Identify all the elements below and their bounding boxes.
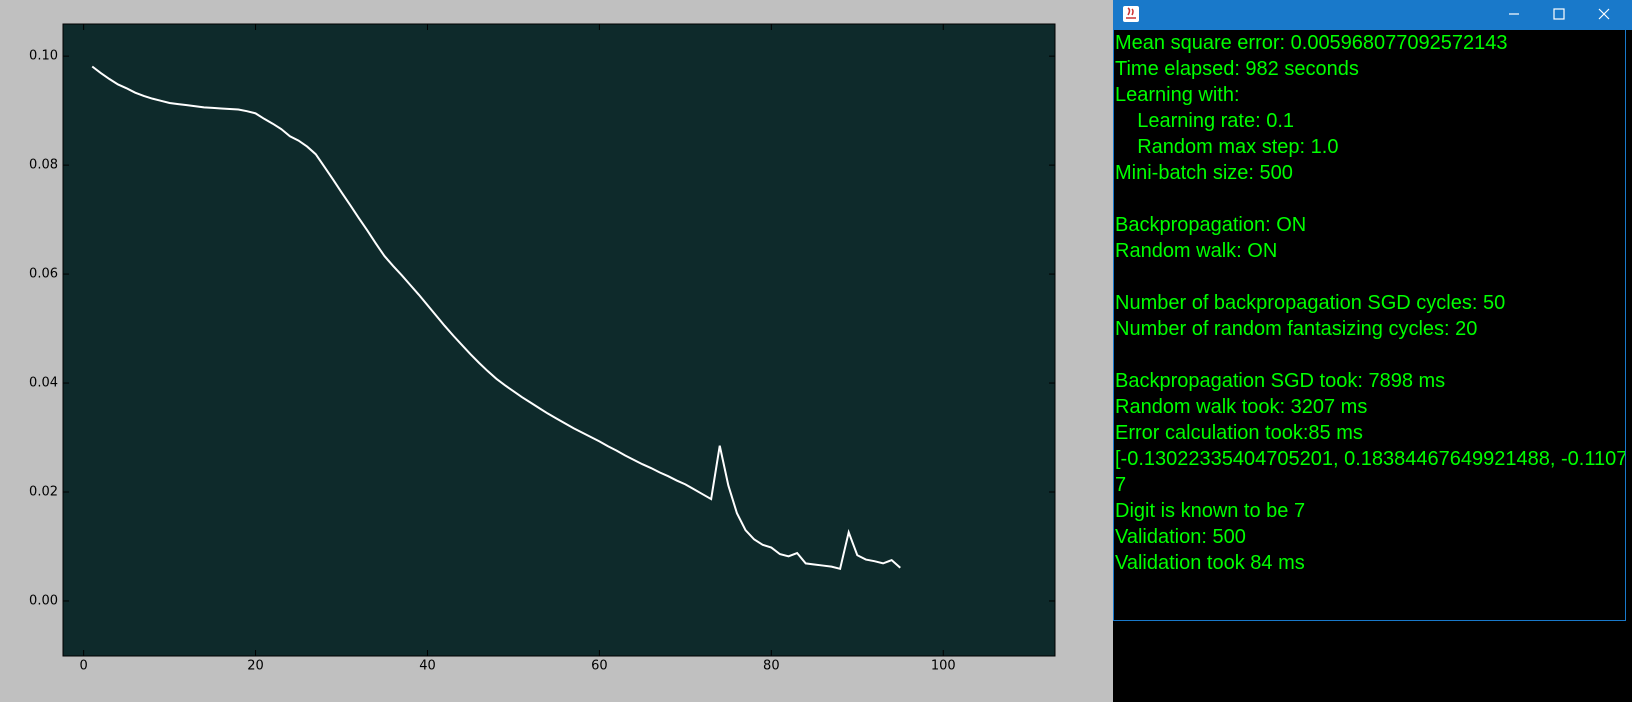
console-text: Mean square error: 0.005968077092572143 T…: [1113, 30, 1626, 621]
y-tick-label: 0.04: [29, 376, 58, 391]
console-line: Digit is known to be 7: [1115, 500, 1306, 522]
y-tick-label: 0.10: [29, 49, 58, 64]
console-line: Backpropagation: ON: [1115, 214, 1307, 236]
console-line: Mean square error: 0.005968077092572143: [1115, 32, 1508, 54]
paragraph: Number of backpropagation SGD cycles: 50…: [1114, 290, 1625, 342]
y-tick-label: 0.08: [29, 158, 58, 173]
maximize-button[interactable]: [1553, 8, 1565, 20]
title-bar-icons: [1123, 6, 1610, 22]
data-line: [91, 65, 901, 571]
y-tick-label: 0.06: [29, 267, 58, 282]
y-tick-label: 0.00: [29, 593, 58, 608]
x-tick-label: 60: [591, 659, 608, 674]
console-line: Random walk took: 3207 ms: [1115, 396, 1368, 418]
console-line: Number of backpropagation SGD cycles: 50: [1115, 292, 1506, 314]
console-line: [-0.13022335404705201, 0.183844676499214…: [1115, 448, 1626, 470]
close-button[interactable]: [1598, 8, 1610, 20]
console-line: Learning rate: 0.1: [1115, 110, 1295, 132]
title-bar: [1113, 0, 1632, 30]
x-tick-label: 80: [763, 659, 780, 674]
plot-area: [62, 23, 1056, 657]
console-line: Mini-batch size: 500: [1115, 162, 1293, 184]
output-window: Mean square error: 0.005968077092572143 T…: [1113, 0, 1632, 702]
app-icon: [1123, 6, 1139, 22]
y-tick-label: 0.02: [29, 485, 58, 500]
console-line: Random walk: ON: [1115, 240, 1278, 262]
x-tick-label: 20: [247, 659, 264, 674]
plot-window: 0 20 40 60 80 100 0.00 0.02 0.04 0.06 0.08 0.10: [0, 0, 1113, 702]
app-icon-glyph: [1126, 7, 1136, 19]
console-line: Backpropagation SGD took: 7898 ms: [1115, 370, 1446, 392]
console-line: Random max step: 1.0: [1115, 136, 1339, 158]
paragraph: Backpropagation SGD took: 7898 ms Random …: [1114, 368, 1625, 576]
x-tick-label: 100: [931, 659, 956, 674]
console-line: Time elapsed: 982 seconds: [1115, 58, 1359, 80]
paragraph: Mean square error: 0.005968077092572143 T…: [1114, 30, 1625, 186]
x-tick-label: 0: [79, 659, 87, 674]
console-line: Number of random fantasizing cycles: 20: [1115, 318, 1478, 340]
console-line: Error calculation took:85 ms: [1115, 422, 1363, 444]
paragraph: Backpropagation: ON Random walk: ON: [1114, 212, 1625, 264]
x-tick-label: 40: [419, 659, 436, 674]
console-line: Learning with:: [1115, 84, 1240, 106]
console-line: 7: [1115, 474, 1127, 496]
console-line: Validation: 500: [1115, 526, 1246, 548]
console-line: Validation took 84 ms: [1115, 552, 1305, 574]
